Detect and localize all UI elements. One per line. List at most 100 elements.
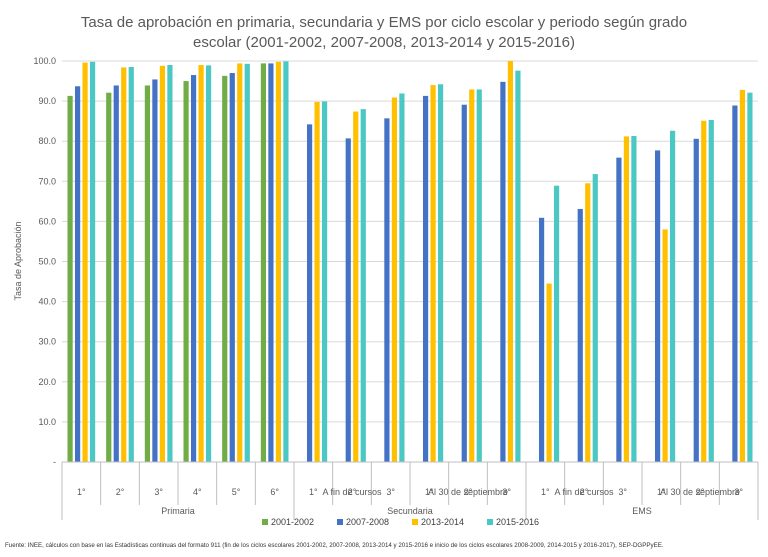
y-tick-label: 80.0 <box>38 136 56 146</box>
legend-swatch <box>337 519 343 525</box>
bar <box>693 138 699 462</box>
x-group-label: Primaria <box>161 506 195 516</box>
x-subgroup-label: A fin de cursos <box>322 487 382 497</box>
bar <box>546 283 552 462</box>
bar <box>515 70 521 463</box>
legend-item: 2001-2002 <box>262 517 314 527</box>
legend-label: 2007-2008 <box>346 517 389 527</box>
bar <box>662 229 668 462</box>
bar <box>159 65 166 462</box>
x-tick-label: 3° <box>618 487 627 497</box>
bar <box>500 81 506 463</box>
legend-item: 2015-2016 <box>487 517 539 527</box>
bar <box>306 124 313 462</box>
legend-label: 2015-2016 <box>496 517 539 527</box>
bar <box>198 65 204 462</box>
bar <box>708 119 714 463</box>
bar <box>144 85 151 462</box>
y-tick-label: 40.0 <box>38 297 56 307</box>
bar <box>538 217 545 462</box>
bar <box>229 73 235 462</box>
bar <box>321 101 328 462</box>
bar <box>422 95 429 463</box>
x-tick-label: 6° <box>270 487 279 497</box>
chart-title-line1: Tasa de aprobación en primaria, secundar… <box>81 14 687 31</box>
x-tick-label: 3° <box>502 487 511 497</box>
bar <box>121 67 127 462</box>
y-tick-label: 90.0 <box>38 96 56 106</box>
bar <box>353 111 359 462</box>
bar <box>553 185 560 462</box>
y-tick-label: 50.0 <box>38 257 56 267</box>
bar <box>190 75 197 462</box>
x-tick-label: 4° <box>193 487 202 497</box>
y-tick-label: 20.0 <box>38 377 56 387</box>
bar <box>747 92 753 462</box>
bar <box>430 85 436 462</box>
x-subgroup-label: Al 30 de septiembre <box>660 487 740 497</box>
x-subgroup-label: A fin de cursos <box>554 487 614 497</box>
bar <box>399 93 405 462</box>
bar <box>701 120 707 463</box>
x-tick-label: 3° <box>154 487 163 497</box>
bar <box>507 61 514 462</box>
x-tick-label: 1° <box>309 487 318 497</box>
bar <box>314 101 320 462</box>
bar <box>437 84 444 463</box>
bar <box>391 97 398 462</box>
bar <box>461 104 467 463</box>
x-tick-label: 1° <box>541 487 550 497</box>
y-tick-label: 100.0 <box>33 56 56 66</box>
x-tick-label: 5° <box>232 487 241 497</box>
x-tick-label: 3° <box>386 487 395 497</box>
x-tick-label: 1° <box>425 487 434 497</box>
x-tick-label: 2° <box>696 487 705 497</box>
bar <box>167 65 173 462</box>
source-note: Fuente: INEE, cálculos con base en las E… <box>5 542 664 549</box>
chart-title-line2: escolar (2001-2002, 2007-2008, 2013-2014… <box>193 34 575 51</box>
axes: - 10.0 20.0 30.0 40.0 50.0 60.0 70.0 80.0 90.0 100… <box>33 56 759 520</box>
bar <box>345 138 351 462</box>
bar <box>585 183 591 462</box>
bar <box>222 75 228 462</box>
bar <box>577 208 583 462</box>
bar <box>384 118 390 462</box>
bar <box>183 81 189 463</box>
bar <box>469 89 475 462</box>
legend: 2001-2002 2007-2008 2013-2014 2015-2016 <box>262 517 539 527</box>
legend-swatch <box>262 519 268 525</box>
x-group-label: EMS <box>632 506 652 516</box>
bar <box>669 130 676 463</box>
y-tick-label: - <box>53 457 56 467</box>
bar <box>152 79 158 463</box>
legend-item: 2013-2014 <box>412 517 464 527</box>
bar <box>106 92 112 462</box>
bar <box>89 61 96 462</box>
y-tick-label: 30.0 <box>38 337 56 347</box>
bar <box>260 63 267 462</box>
y-axis-label: Tasa de Aprobación <box>13 221 23 300</box>
legend-swatch <box>412 519 418 525</box>
legend-label: 2013-2014 <box>421 517 464 527</box>
y-tick-label: 60.0 <box>38 216 56 226</box>
bar <box>654 150 661 462</box>
bar <box>237 63 243 462</box>
bar <box>623 136 630 462</box>
x-group-label: Secundaria <box>387 506 433 516</box>
x-tick-label: 1° <box>77 487 86 497</box>
x-tick-label: 1° <box>657 487 666 497</box>
bar <box>275 61 282 462</box>
y-tick-label: 10.0 <box>38 417 56 427</box>
bar <box>592 174 598 462</box>
x-tick-label: 3° <box>734 487 743 497</box>
bar <box>476 89 482 462</box>
grid-lines <box>62 60 758 423</box>
bar <box>82 62 88 462</box>
bar <box>113 85 119 462</box>
bar <box>732 105 738 463</box>
bar <box>67 95 73 463</box>
bars <box>67 61 753 463</box>
bar <box>616 157 622 463</box>
bar <box>205 65 212 462</box>
